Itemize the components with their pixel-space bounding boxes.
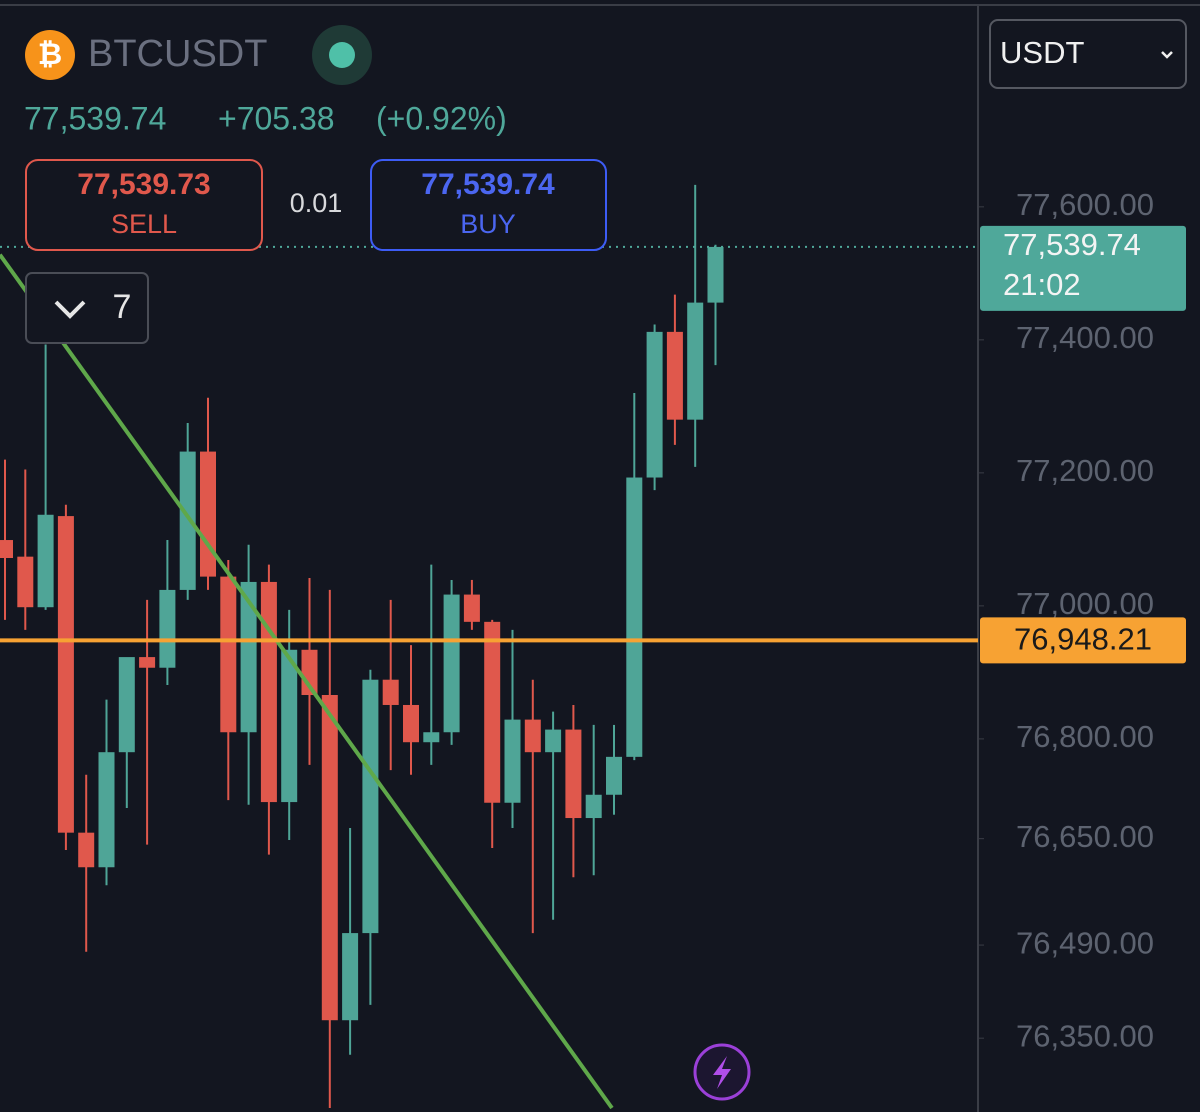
last-price-tag xyxy=(980,225,1186,311)
candle-body xyxy=(423,732,440,743)
coin-glyph: ₿ xyxy=(38,38,62,71)
y-tick-label: 76,490.00 xyxy=(1016,925,1154,960)
candle-body xyxy=(17,556,34,608)
candle-body xyxy=(646,331,663,478)
currency-dropdown[interactable] xyxy=(989,19,1187,89)
y-tick-label: 77,000.00 xyxy=(1016,586,1154,621)
candle-body xyxy=(159,589,176,668)
interval-dropdown[interactable] xyxy=(25,272,149,344)
candle-body xyxy=(666,331,683,420)
candle-body xyxy=(98,752,115,868)
y-tick-label: 77,200.00 xyxy=(1016,453,1154,488)
candle-body xyxy=(281,649,298,803)
candle-body xyxy=(179,451,196,590)
y-tick-label: 76,800.00 xyxy=(1016,719,1154,754)
interval: 7 xyxy=(113,288,132,326)
candle-body xyxy=(707,246,724,303)
candle-body xyxy=(342,933,359,1021)
y-tick-label: 77,400.00 xyxy=(1016,320,1154,355)
y-tick-label: 77,600.00 xyxy=(1016,187,1154,222)
change: +705.38 xyxy=(218,100,335,136)
candle-body xyxy=(240,581,257,733)
candle-body xyxy=(606,756,622,795)
trendline xyxy=(0,253,614,1110)
candle-body xyxy=(504,719,521,803)
change-pct: (+0.92%) xyxy=(376,100,507,136)
currency: USDT xyxy=(1000,35,1084,70)
buy-label: BUY xyxy=(460,209,516,239)
candle-body xyxy=(57,516,74,833)
buy-price: 77,539.74 xyxy=(421,168,555,201)
candle-body xyxy=(200,451,216,577)
symbol: BTCUSDT xyxy=(88,33,267,75)
overlay: ₿ BTCUSDT 77,539.74 +705.38 (+0.92%) 77,… xyxy=(24,19,1187,1101)
candle-body xyxy=(484,621,501,803)
candle-body xyxy=(545,729,562,753)
y-tick-label: 76,350.00 xyxy=(1016,1018,1154,1053)
candle-body xyxy=(220,576,237,733)
chevron xyxy=(1161,51,1173,59)
spread: 0.01 xyxy=(290,188,343,218)
buy-button[interactable] xyxy=(370,159,607,251)
candle-body xyxy=(0,540,13,558)
candle-body xyxy=(687,302,704,420)
price-line-label: 76,948.21 xyxy=(1014,622,1152,657)
last-price-label: 77,539.74 xyxy=(1003,227,1141,262)
lightning-icon xyxy=(713,1056,731,1089)
last-price-time: 21:02 xyxy=(1003,267,1081,302)
candle-body xyxy=(362,679,379,934)
candle-body xyxy=(37,514,54,608)
candle-body xyxy=(524,719,541,753)
candle-body xyxy=(260,581,277,803)
sell-label: SELL xyxy=(111,209,177,239)
candle-body xyxy=(565,729,582,819)
sell-price: 77,539.73 xyxy=(77,168,210,201)
status-dot xyxy=(329,42,355,68)
candle-body xyxy=(382,679,399,705)
candle-body xyxy=(118,657,135,753)
y-tick-label: 76,650.00 xyxy=(1016,819,1154,854)
candle-body xyxy=(585,794,602,819)
candle-body xyxy=(321,695,338,1021)
coin-icon xyxy=(25,30,75,80)
candle-body xyxy=(626,477,643,757)
chevron xyxy=(54,300,86,319)
candle-body xyxy=(139,657,156,668)
plot: 77,600.00 77,400.00 77,200.00 77,000.00 76,8… xyxy=(0,184,1186,1110)
candle-body xyxy=(443,594,460,733)
sell-button[interactable] xyxy=(25,159,263,251)
candle-body xyxy=(403,704,419,743)
price-line-tag xyxy=(980,617,1186,664)
candle-body xyxy=(463,594,480,622)
price: 77,539.74 xyxy=(24,100,166,136)
candle-body xyxy=(78,832,95,868)
